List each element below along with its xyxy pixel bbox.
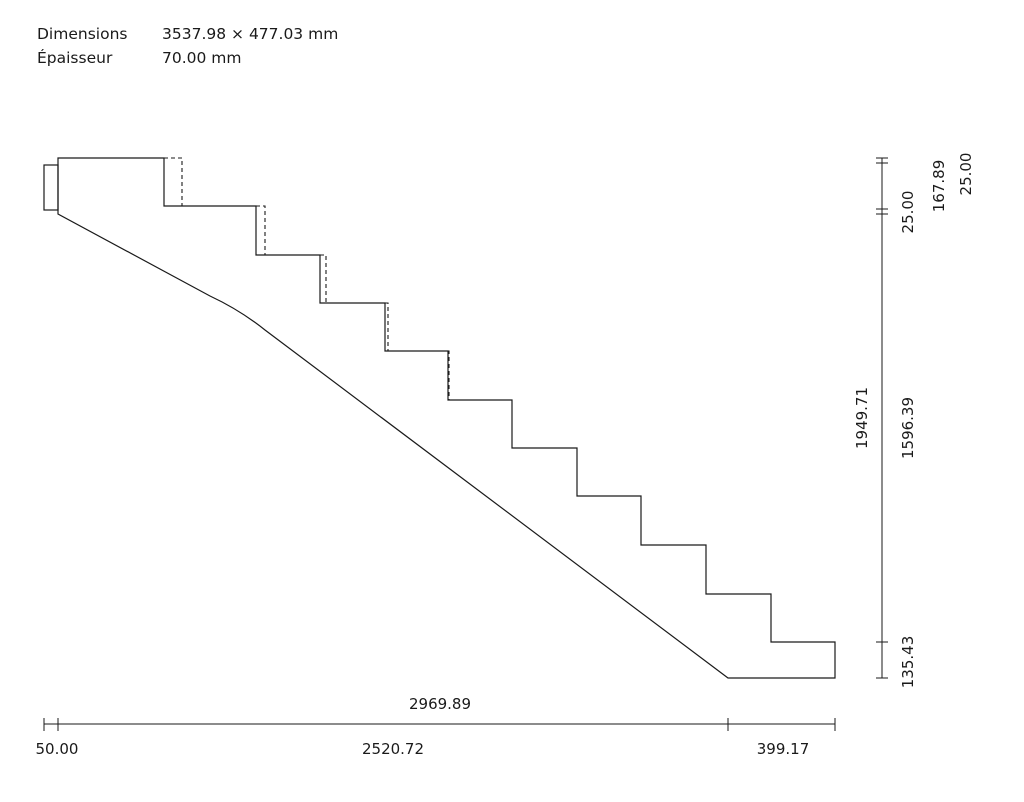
info-panel: Dimensions 3537.98 × 477.03 mm Épaisseur… (37, 22, 338, 70)
thickness-row: Épaisseur 70.00 mm (37, 46, 338, 70)
bottom-right-label: 399.17 (757, 740, 810, 758)
right-top-gap-label: 25.00 (899, 191, 917, 234)
right-dimension-line (876, 157, 888, 679)
left-end-tab (43, 164, 59, 211)
nosing-lines (164, 157, 835, 679)
thickness-label: Épaisseur (37, 49, 113, 67)
right-bottom-label: 135.43 (899, 636, 917, 689)
dimensions-label: Dimensions (37, 25, 128, 43)
dimensions-value: 3537.98 × 477.03 mm (162, 25, 339, 43)
bottom-total-label: 2969.89 (409, 695, 471, 713)
stringer-outline (57, 157, 836, 679)
thickness-value: 70.00 mm (162, 49, 242, 67)
right-top-outer-label: 25.00 (957, 153, 975, 196)
right-main-label: 1596.39 (899, 397, 917, 459)
right-top-step-label: 167.89 (930, 160, 948, 213)
bottom-left-label: 50.00 (36, 740, 79, 758)
bottom-middle-label: 2520.72 (362, 740, 424, 758)
right-total-label: 1949.71 (853, 387, 871, 449)
bottom-dimension-line (43, 718, 836, 731)
dimensions-row: Dimensions 3537.98 × 477.03 mm (37, 22, 338, 46)
